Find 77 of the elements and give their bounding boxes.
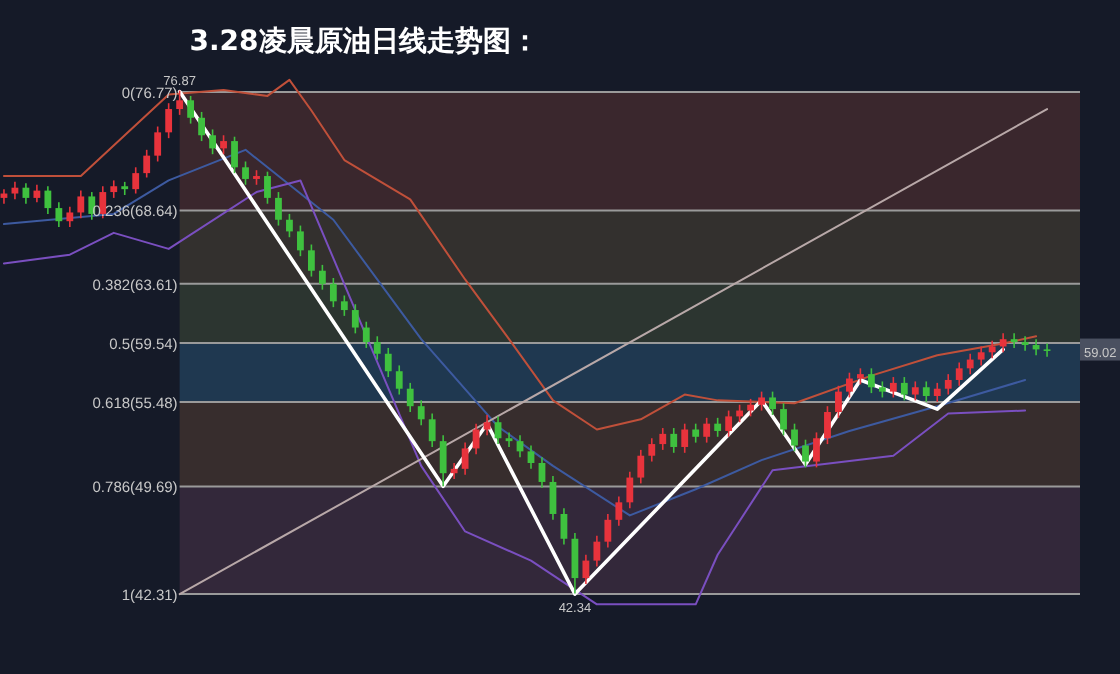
candlestick bbox=[187, 95, 195, 125]
candlestick bbox=[846, 371, 853, 399]
candlestick bbox=[670, 427, 678, 454]
candlestick bbox=[966, 352, 974, 375]
candlestick bbox=[307, 243, 315, 278]
candlestick bbox=[275, 191, 282, 227]
candlestick bbox=[198, 111, 205, 142]
candlestick bbox=[88, 191, 96, 221]
candlestick bbox=[714, 417, 722, 438]
candlestick bbox=[835, 385, 842, 419]
candlestick bbox=[791, 422, 798, 453]
candlestick bbox=[802, 438, 809, 469]
candlestick bbox=[165, 102, 173, 139]
candlestick bbox=[406, 382, 414, 413]
candlestick bbox=[703, 417, 711, 444]
candlestick bbox=[648, 437, 656, 463]
candlestick bbox=[329, 277, 337, 308]
candlestick bbox=[450, 462, 458, 480]
candlestick bbox=[428, 412, 436, 448]
candlestick bbox=[758, 390, 765, 412]
candlestick bbox=[867, 367, 875, 394]
candlestick bbox=[999, 332, 1007, 354]
candlestick bbox=[220, 134, 227, 155]
candlestick bbox=[681, 422, 689, 454]
candlestick bbox=[439, 434, 447, 488]
candlestick bbox=[637, 449, 645, 485]
candlestick bbox=[351, 303, 359, 335]
candlestick bbox=[582, 553, 590, 585]
candlestick bbox=[1021, 335, 1029, 352]
candlestick bbox=[286, 213, 293, 239]
candlestick bbox=[44, 185, 52, 215]
candlestick bbox=[900, 376, 908, 402]
candlestick bbox=[593, 535, 601, 568]
candlestick bbox=[77, 189, 85, 220]
candlestick bbox=[154, 125, 162, 163]
candlestick bbox=[527, 444, 535, 470]
candlestick bbox=[417, 399, 425, 426]
candlestick bbox=[659, 427, 667, 451]
candlestick bbox=[318, 264, 326, 291]
candlestick bbox=[176, 89, 184, 116]
candlestick bbox=[1010, 332, 1018, 349]
candlestick bbox=[384, 347, 392, 378]
candlestick bbox=[297, 224, 304, 257]
candlestick bbox=[955, 361, 963, 387]
candlestick bbox=[55, 201, 63, 228]
candlestick bbox=[483, 414, 491, 437]
candlestick bbox=[780, 402, 787, 437]
candlestick bbox=[395, 364, 403, 396]
candlestick bbox=[604, 513, 612, 549]
chart-title: 3.28凌晨原油日线走势图： bbox=[189, 26, 539, 58]
candlestick bbox=[209, 128, 216, 155]
candlestick bbox=[362, 320, 370, 349]
candlestick bbox=[769, 390, 776, 416]
candlestick bbox=[824, 405, 831, 445]
candlestick bbox=[615, 495, 623, 527]
candlestick bbox=[373, 335, 381, 361]
candlestick bbox=[242, 160, 249, 186]
candlestick bbox=[461, 441, 469, 476]
candlestick bbox=[692, 422, 700, 444]
candlestick bbox=[340, 294, 348, 317]
candlestick bbox=[66, 205, 74, 228]
candlestick bbox=[121, 181, 129, 196]
candlestick bbox=[505, 431, 513, 448]
candlestick bbox=[132, 166, 140, 195]
candlestick bbox=[813, 431, 820, 469]
candlestick bbox=[889, 376, 897, 399]
candlestick bbox=[922, 380, 930, 403]
candlestick bbox=[911, 380, 919, 402]
candlestick bbox=[933, 382, 941, 403]
candlestick bbox=[264, 170, 271, 205]
candlestick bbox=[1043, 342, 1051, 358]
candlestick bbox=[944, 373, 952, 396]
candlestick bbox=[143, 149, 151, 179]
candlestick bbox=[626, 470, 634, 509]
candlestick bbox=[977, 345, 985, 367]
candlestick bbox=[725, 409, 733, 438]
candlestick bbox=[231, 135, 238, 174]
